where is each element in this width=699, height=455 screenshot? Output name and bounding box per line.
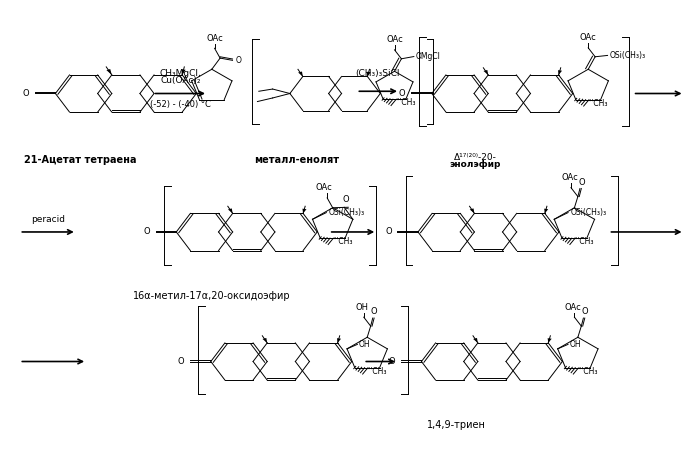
Text: peracid: peracid: [31, 215, 65, 224]
Text: '''CH₃: '''CH₃: [366, 367, 387, 375]
Text: O: O: [22, 89, 29, 98]
Text: OAc: OAc: [565, 303, 582, 312]
Text: энолэфир: энолэфир: [449, 160, 501, 169]
Text: 16α-метил-17α,20-оксидоэфир: 16α-метил-17α,20-оксидоэфир: [133, 291, 290, 301]
Text: OH: OH: [356, 303, 369, 312]
Text: 1,4,9-триен: 1,4,9-триен: [427, 420, 486, 430]
Text: OAc: OAc: [561, 173, 578, 182]
Polygon shape: [228, 208, 233, 213]
Text: '''CH₃: '''CH₃: [332, 237, 352, 246]
Polygon shape: [106, 69, 112, 75]
Text: O: O: [578, 178, 584, 187]
Polygon shape: [367, 72, 370, 76]
Polygon shape: [263, 338, 267, 343]
Text: O: O: [236, 56, 242, 65]
Text: OAc: OAc: [580, 34, 597, 42]
Text: OAc: OAc: [386, 35, 403, 45]
Polygon shape: [298, 71, 303, 76]
Text: OAc: OAc: [206, 34, 223, 43]
Polygon shape: [547, 338, 552, 343]
Text: O: O: [582, 307, 588, 316]
Polygon shape: [558, 70, 562, 75]
Text: '''CH₃: '''CH₃: [395, 98, 415, 107]
Polygon shape: [337, 338, 341, 343]
Text: 21-Ацетат тетраена: 21-Ацетат тетраена: [24, 155, 136, 165]
Text: OSi(CH₃)₃: OSi(CH₃)₃: [570, 208, 606, 217]
Text: Cu(OAc)₂: Cu(OAc)₂: [160, 76, 201, 85]
Polygon shape: [470, 208, 475, 213]
Text: O: O: [178, 357, 185, 366]
Text: металл-енолят: металл-енолят: [254, 155, 339, 165]
Text: OMgCl: OMgCl: [416, 52, 441, 61]
Text: OAc: OAc: [315, 182, 332, 192]
Text: '''CH₃: '''CH₃: [587, 99, 608, 107]
Text: OSi(CH₃)₃: OSi(CH₃)₃: [610, 51, 646, 60]
Text: '''CH₃: '''CH₃: [574, 237, 594, 246]
Text: O: O: [399, 89, 405, 98]
Text: O: O: [389, 357, 395, 366]
Text: Δ¹⁷⁽²⁰⁾-20-: Δ¹⁷⁽²⁰⁾-20-: [454, 153, 496, 162]
Polygon shape: [484, 70, 488, 75]
Text: OSi(CH₃)₃: OSi(CH₃)₃: [329, 208, 364, 217]
Polygon shape: [303, 209, 306, 213]
Text: (CH₃)₃SiCl: (CH₃)₃SiCl: [356, 69, 400, 78]
Polygon shape: [544, 209, 548, 213]
Text: OH: OH: [570, 340, 581, 349]
Polygon shape: [182, 69, 186, 75]
Text: O: O: [370, 307, 377, 316]
Text: O: O: [385, 228, 391, 237]
Polygon shape: [473, 338, 478, 343]
Text: '''CH₃: '''CH₃: [577, 367, 598, 375]
Text: CH₃MgCl,: CH₃MgCl,: [159, 69, 201, 78]
Text: O: O: [343, 195, 350, 204]
Text: (-52) - (-40) °C: (-52) - (-40) °C: [150, 100, 210, 109]
Text: OH: OH: [359, 340, 370, 349]
Text: O: O: [143, 228, 150, 237]
